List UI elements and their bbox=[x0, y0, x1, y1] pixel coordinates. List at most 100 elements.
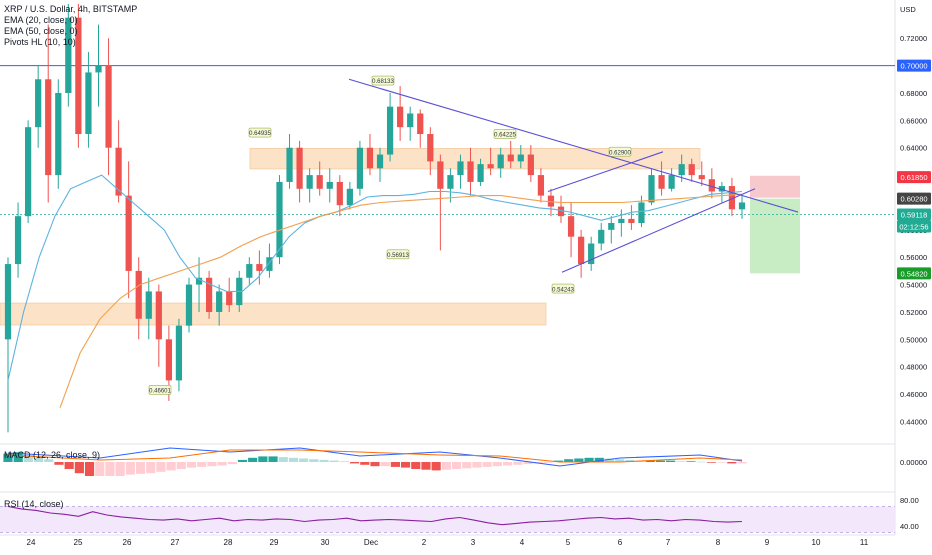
currency-label: USD bbox=[900, 5, 916, 14]
rsi-tick-label: 40.00 bbox=[900, 522, 919, 531]
time-tick-label: 8 bbox=[716, 538, 721, 547]
macd-bar bbox=[390, 462, 400, 467]
candle-body bbox=[336, 181, 343, 206]
legend-ema50[interactable]: EMA (50, close, 0) bbox=[4, 26, 78, 36]
legend-ema20[interactable]: EMA (20, close, 0) bbox=[4, 15, 78, 25]
macd-bar bbox=[105, 462, 115, 476]
macd-bar bbox=[370, 462, 380, 467]
ema50-line bbox=[59, 193, 743, 408]
macd-bar bbox=[686, 461, 696, 462]
macd-bar bbox=[411, 462, 421, 469]
macd-bar bbox=[156, 462, 166, 472]
candle-body bbox=[547, 195, 555, 207]
time-tick-label: 9 bbox=[765, 538, 770, 547]
candle-body bbox=[658, 175, 665, 189]
macd-bar bbox=[717, 462, 727, 463]
candle-body bbox=[195, 277, 203, 285]
macd-bar bbox=[635, 461, 645, 462]
macd-bar bbox=[502, 462, 513, 466]
macd-bar bbox=[146, 462, 156, 474]
price-tick-label: 0.64000 bbox=[900, 144, 927, 153]
candle-body bbox=[4, 264, 12, 340]
macd-bar bbox=[135, 462, 146, 474]
badge-stop-bg bbox=[897, 171, 931, 184]
time-tick-label: 10 bbox=[812, 538, 821, 547]
candle-body bbox=[517, 154, 524, 162]
macd-bar bbox=[451, 462, 462, 469]
candle-body bbox=[216, 291, 223, 312]
legend-pivots[interactable]: Pivots HL (10, 10) bbox=[4, 37, 76, 47]
time-tick-label: 26 bbox=[123, 538, 132, 547]
pivot-label-box bbox=[386, 249, 410, 260]
macd-bar bbox=[115, 462, 125, 476]
candle-body bbox=[35, 79, 42, 128]
macd-bar bbox=[309, 459, 319, 462]
rsi-label[interactable]: RSI (14, close) bbox=[4, 499, 64, 509]
candle-body bbox=[648, 175, 655, 203]
candle-body bbox=[397, 106, 404, 128]
candle-body bbox=[477, 164, 484, 182]
rsi-line bbox=[7, 505, 743, 526]
macd-bar bbox=[95, 462, 105, 476]
macd-label[interactable]: MACD (12, 26, close, 9) bbox=[4, 450, 101, 460]
macd-bar bbox=[217, 462, 227, 466]
chart-title: XRP / U.S. Dollar, 4h, BITSTAMP bbox=[4, 4, 138, 14]
badge-target-bg bbox=[897, 267, 931, 280]
candle-body bbox=[376, 154, 384, 169]
macd-bar bbox=[125, 462, 135, 475]
candle-body bbox=[55, 92, 62, 176]
macd-bar bbox=[706, 462, 717, 463]
pivot-label: 0.56913 bbox=[387, 253, 409, 259]
candle-body bbox=[598, 229, 605, 244]
macd-bar bbox=[574, 458, 584, 462]
macd-bar bbox=[584, 457, 594, 462]
time-tick-label: 4 bbox=[520, 538, 525, 547]
candle-body bbox=[326, 181, 333, 189]
candle-body bbox=[527, 154, 534, 176]
price-tick-label: 0.72000 bbox=[900, 34, 927, 43]
time-tick-label: 28 bbox=[224, 538, 233, 547]
macd-tick-label: 0.00000 bbox=[900, 458, 927, 467]
time-tick-label: 30 bbox=[321, 538, 330, 547]
candle-body bbox=[688, 164, 695, 176]
badge-entry-bg bbox=[897, 192, 931, 205]
candle-body bbox=[125, 195, 132, 271]
macd-bar bbox=[64, 462, 74, 469]
candle-body bbox=[407, 113, 414, 128]
candle-body bbox=[45, 79, 52, 176]
macd-bar bbox=[604, 458, 615, 462]
macd-bar bbox=[84, 462, 95, 476]
macd-bar bbox=[329, 460, 339, 462]
candle-body bbox=[557, 206, 565, 217]
price-tick-label: 0.52000 bbox=[900, 308, 927, 317]
macd-bar bbox=[350, 462, 360, 464]
pivot-label-box bbox=[551, 283, 575, 294]
candle-body bbox=[95, 65, 102, 73]
candle-body bbox=[246, 264, 253, 278]
macd-bar bbox=[431, 462, 441, 471]
badge-stop: 0.61850 bbox=[900, 173, 927, 182]
candle-body bbox=[65, 17, 72, 93]
macd-bar bbox=[44, 459, 54, 462]
macd-bar bbox=[482, 462, 492, 467]
rsi-tick-label: 80.00 bbox=[900, 496, 919, 505]
price-tick-label: 0.68000 bbox=[900, 89, 927, 98]
candle-body bbox=[618, 218, 625, 223]
candle-body bbox=[256, 264, 263, 271]
time-tick-label: Dec bbox=[364, 538, 378, 547]
candle-body bbox=[437, 161, 444, 189]
candle-body bbox=[266, 257, 273, 271]
pivot-label: 0.54243 bbox=[552, 287, 574, 293]
macd-bar bbox=[23, 455, 33, 462]
badge-0-70: 0.70000 bbox=[900, 62, 927, 71]
candle-body bbox=[588, 243, 595, 265]
candle-body bbox=[276, 181, 283, 258]
candle-body bbox=[668, 175, 675, 189]
price-tick-label: 0.46000 bbox=[900, 390, 927, 399]
descending-trendline bbox=[348, 78, 799, 213]
macd-bar bbox=[197, 462, 207, 467]
time-tick-label: 3 bbox=[471, 538, 476, 547]
badge-last: 0.59118 bbox=[901, 211, 928, 220]
